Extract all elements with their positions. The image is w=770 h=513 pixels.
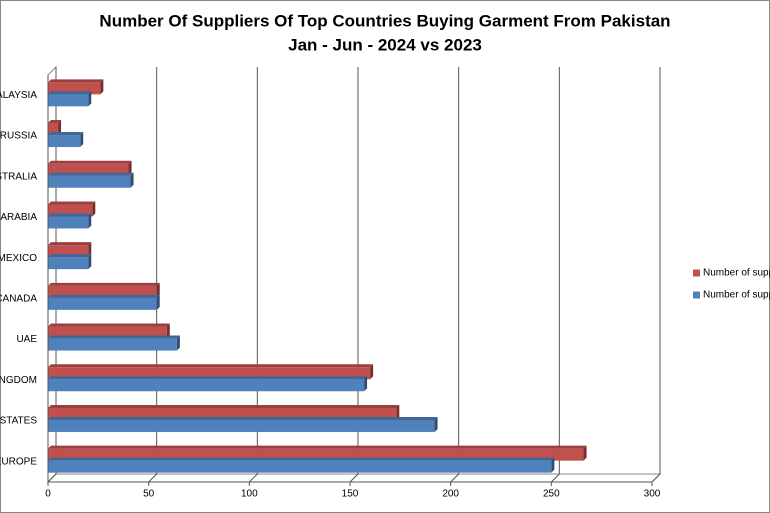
- bar-side: [583, 445, 587, 461]
- bar-top: [48, 79, 104, 83]
- legend-label: Number of supp: [703, 268, 770, 279]
- bar-side: [58, 120, 62, 136]
- bar-top: [48, 91, 92, 95]
- bar: [48, 297, 157, 310]
- bar-side: [92, 201, 96, 217]
- y-tick-label: NGDOM: [0, 375, 37, 386]
- bar: [48, 379, 365, 392]
- bar-top: [48, 254, 92, 258]
- bar: [48, 419, 435, 432]
- bar-top: [48, 445, 587, 449]
- bar-side: [364, 376, 368, 392]
- y-tick-label: MEXICO: [0, 253, 37, 264]
- x-tick-label: 150: [342, 489, 359, 500]
- y-tick-label: ARABIA: [0, 212, 37, 223]
- x-tick-label: 200: [442, 489, 459, 500]
- y-tick-label: RUSSIA: [0, 131, 37, 142]
- bar-side: [88, 213, 92, 229]
- bar-top: [48, 120, 62, 124]
- bar-side: [130, 172, 134, 188]
- y-tick-label: CANADA: [0, 293, 37, 304]
- bar-top: [48, 213, 92, 217]
- bar: [48, 94, 89, 107]
- grid-line: [349, 67, 359, 483]
- bar: [48, 123, 59, 136]
- x-tick-label: 100: [241, 489, 258, 500]
- bar: [48, 135, 81, 148]
- bar-top: [48, 132, 84, 136]
- bar-side: [128, 160, 132, 176]
- bar-side: [551, 457, 555, 473]
- x-tick-label: 300: [644, 489, 661, 500]
- grid-line: [450, 67, 460, 483]
- bar-top: [48, 294, 160, 298]
- chart-title: Number Of Suppliers Of Top Countries Buy…: [99, 11, 670, 30]
- legend-swatch: [693, 269, 700, 277]
- bar-side: [396, 404, 400, 420]
- grid-line: [248, 67, 258, 483]
- y-tick-label: STRALIA: [0, 171, 37, 182]
- y-tick-label: ALAYSIA: [0, 90, 37, 101]
- bar-top: [48, 457, 555, 461]
- bar-side: [156, 294, 160, 310]
- legend-label: Number of supp: [703, 290, 770, 301]
- bar-side: [100, 79, 104, 95]
- y-tick-label: EUROPE: [0, 456, 37, 467]
- bar-side: [434, 416, 438, 432]
- bar-side: [80, 132, 84, 148]
- x-tick-label: 250: [543, 489, 560, 500]
- bar-top: [48, 323, 170, 327]
- bar: [48, 257, 89, 270]
- grid-line: [651, 67, 661, 483]
- bar-side: [156, 282, 160, 298]
- bar-side: [166, 323, 170, 339]
- x-tick-label: 50: [143, 489, 155, 500]
- bar-top: [48, 160, 132, 164]
- bar-top: [48, 242, 92, 246]
- bar-side: [88, 254, 92, 270]
- bar-top: [48, 416, 438, 420]
- chart-subtitle: Jan - Jun - 2024 vs 2023: [288, 35, 482, 54]
- bar-top: [48, 201, 96, 205]
- x-tick-label: 0: [45, 489, 51, 500]
- bar-top: [48, 364, 374, 368]
- grid-line: [550, 67, 560, 483]
- bar: [48, 175, 131, 188]
- bar: [48, 460, 552, 473]
- bar-top: [48, 172, 134, 176]
- bar-side: [88, 242, 92, 258]
- bar-side: [176, 335, 180, 351]
- bar-side: [88, 91, 92, 107]
- bar: [48, 216, 89, 229]
- grid-line: [148, 67, 158, 483]
- bar-side: [370, 364, 374, 380]
- legend-swatch: [693, 291, 700, 299]
- y-tick-label: UAE: [16, 334, 37, 345]
- bar-top: [48, 282, 160, 286]
- bar-top: [48, 376, 368, 380]
- bar: [48, 338, 177, 351]
- bar-top: [48, 335, 180, 339]
- y-tick-label: D STATES: [0, 416, 37, 427]
- bar-top: [48, 404, 400, 408]
